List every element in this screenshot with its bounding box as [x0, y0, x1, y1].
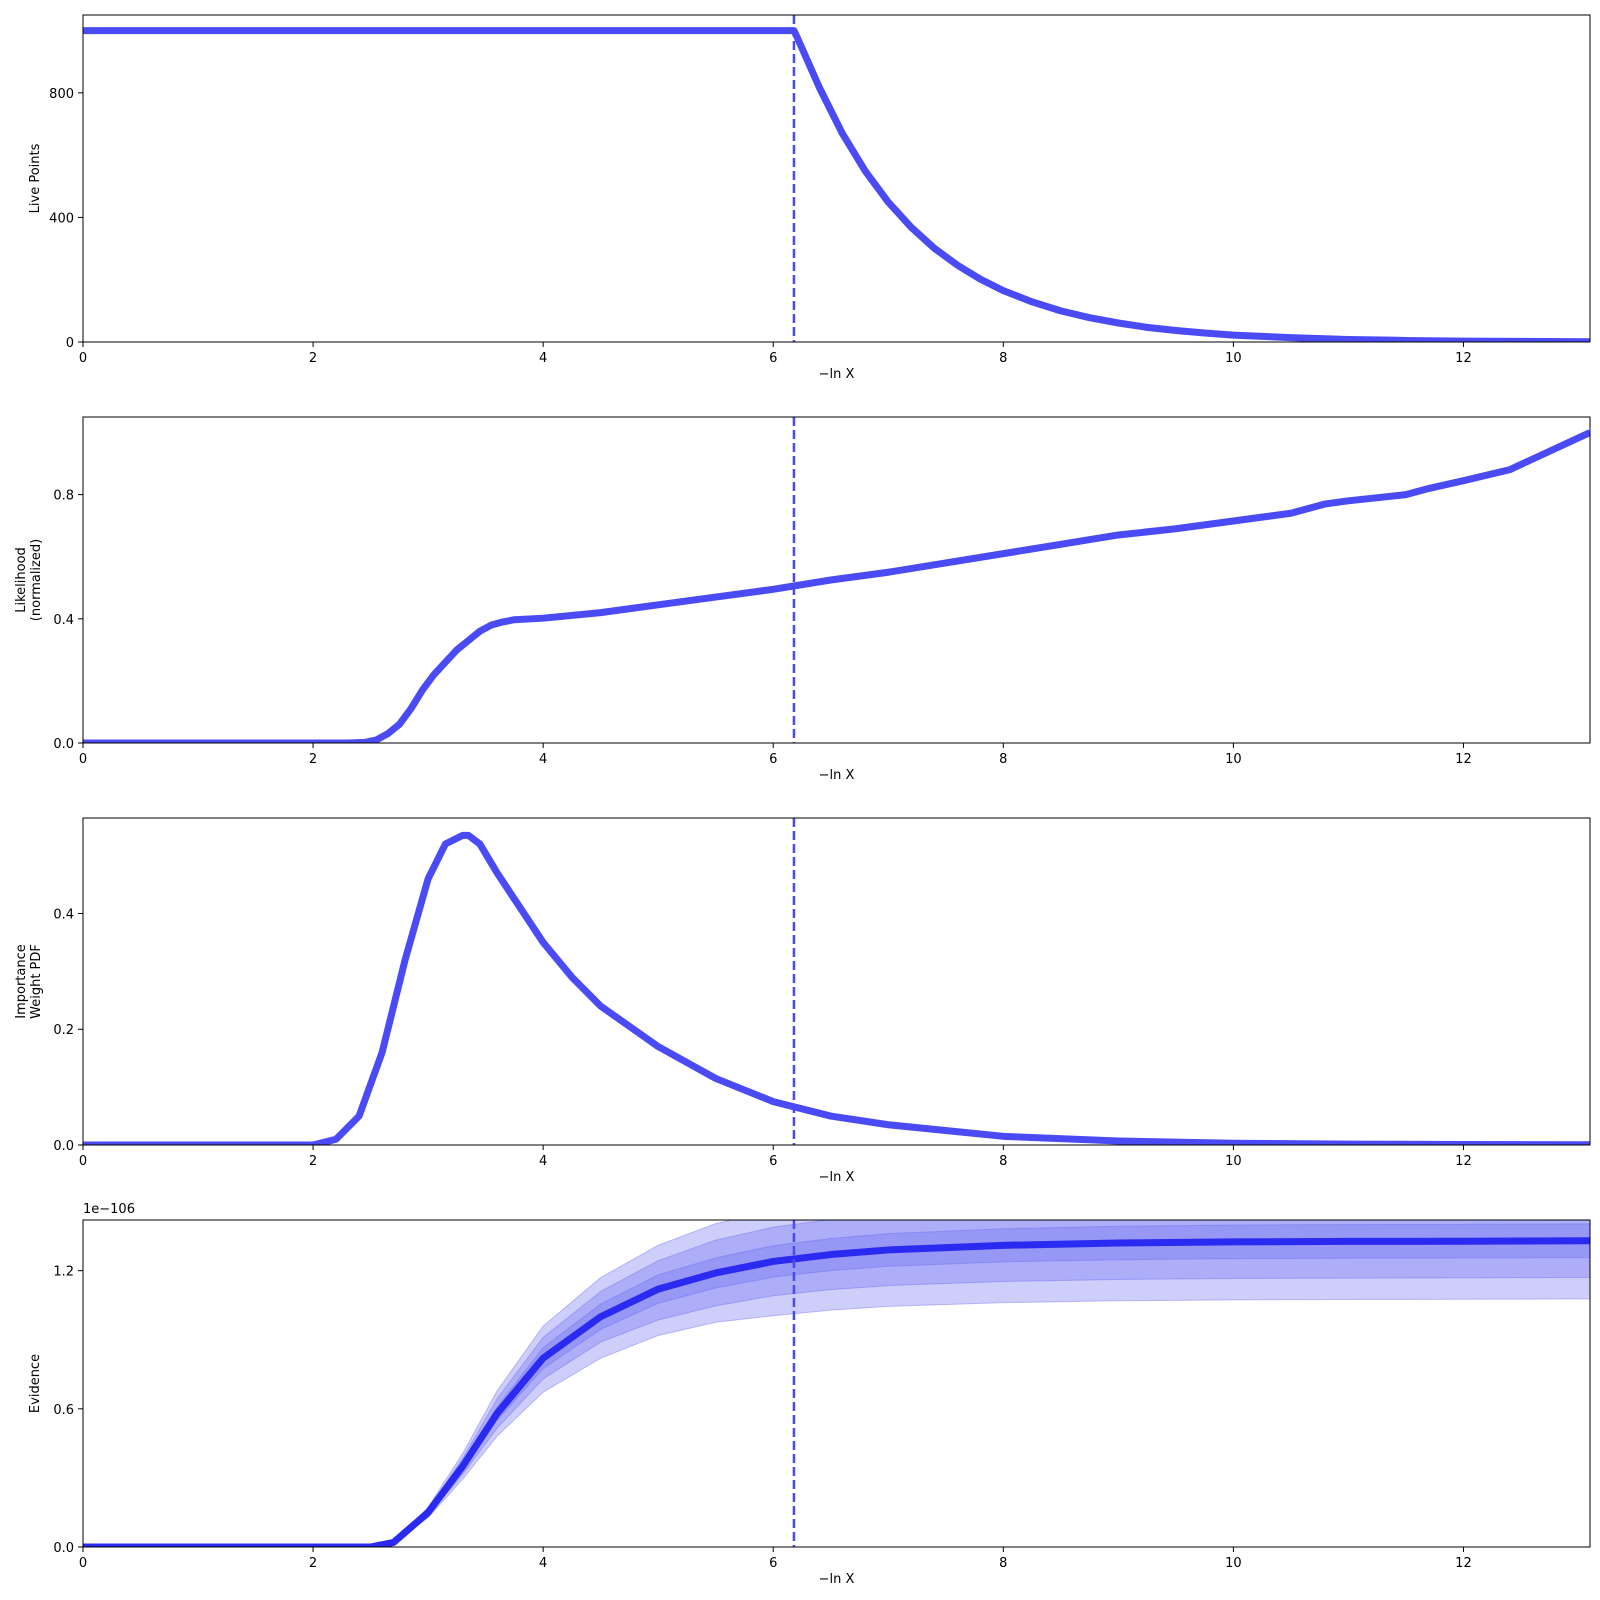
x-tick-label: 6	[769, 351, 777, 366]
x-tick-label: 8	[999, 351, 1007, 366]
x-tick-label: 12	[1455, 1556, 1472, 1571]
axes-frame-evidence	[82, 1219, 1591, 1548]
y-offset-label: 1e−106	[83, 1202, 135, 1217]
x-tick-label: 10	[1225, 1556, 1242, 1571]
y-tick-label: 0.8	[53, 489, 74, 504]
panel-likelihood: 0 2 4 6 8 10 12 0.0 0.4 0.8 −ln X Likelihood(normal…	[14, 416, 1591, 783]
x-tick-label: 10	[1225, 752, 1242, 767]
x-tick-label: 2	[309, 1154, 317, 1169]
x-tick-label: 12	[1455, 1154, 1472, 1169]
x-tick-label: 0	[79, 1154, 87, 1169]
x-tick-label: 0	[79, 752, 87, 767]
y-tick-label: 0.6	[53, 1403, 74, 1418]
series-line-evidence	[83, 1237, 1590, 1547]
plot-area-evidence	[83, 1220, 1590, 1547]
panel-evidence: 0 2 4 6 8 10 12 0.0 0.6 1.2 −ln X Evidence 1e−106	[28, 1202, 1591, 1587]
x-tick-label: 8	[999, 752, 1007, 767]
y-tick-label: 0.4	[53, 613, 74, 628]
y-axis-label: ImportanceWeight PDF	[14, 944, 44, 1019]
x-tick-label: 0	[79, 1556, 87, 1571]
y-axis-label-line: Likelihood	[14, 547, 29, 613]
x-tick-label: 6	[769, 1154, 777, 1169]
x-tick-label: 10	[1225, 351, 1242, 366]
x-tick-label: 8	[999, 1556, 1007, 1571]
series-line-live	[83, 27, 1590, 342]
x-tick-label: 4	[539, 1154, 547, 1169]
axes-frame-likelihood	[82, 416, 1591, 744]
panel-live: 0 2 4 6 8 10 12 0 400 800 −ln X Live Points	[28, 14, 1591, 382]
plot-area-likelihood	[83, 429, 1590, 743]
x-axis-label: −ln X	[819, 1572, 855, 1587]
x-axis-label: −ln X	[819, 367, 855, 382]
x-tick-label: 2	[309, 1556, 317, 1571]
x-axis-label: −ln X	[819, 768, 855, 783]
axes-frame-live	[82, 14, 1591, 343]
series-line-likelihood	[83, 429, 1590, 743]
y-axis-label-line: Evidence	[28, 1354, 43, 1413]
y-axis-label: Likelihood(normalized)	[14, 539, 44, 621]
y-tick-label: 0.0	[53, 1139, 74, 1154]
y-axis-label-line: Weight PDF	[29, 944, 44, 1019]
x-tick-label: 2	[309, 351, 317, 366]
x-tick-label: 4	[539, 351, 547, 366]
x-axis-label: −ln X	[819, 1170, 855, 1185]
x-tick-label: 2	[309, 752, 317, 767]
x-tick-label: 8	[999, 1154, 1007, 1169]
y-tick-label: 0.4	[53, 907, 74, 922]
y-tick-label: 400	[49, 211, 74, 226]
series-line-importance	[83, 831, 1590, 1145]
x-tick-label: 4	[539, 1556, 547, 1571]
x-tick-label: 6	[769, 752, 777, 767]
plot-area-live	[83, 27, 1590, 342]
x-tick-label: 6	[769, 1556, 777, 1571]
y-tick-label: 0.0	[53, 737, 74, 752]
evidence-band-1-sigma	[83, 1223, 1590, 1547]
y-tick-label: 1.2	[53, 1265, 74, 1280]
y-axis-label: Evidence	[28, 1354, 43, 1413]
x-tick-label: 4	[539, 752, 547, 767]
y-axis-label-line: Importance	[14, 944, 29, 1019]
x-tick-label: 0	[79, 351, 87, 366]
y-tick-label: 800	[49, 87, 74, 102]
x-tick-label: 12	[1455, 351, 1472, 366]
panel-importance: 0 2 4 6 8 10 12 0.0 0.2 0.4 −ln X ImportanceWeight …	[14, 817, 1591, 1185]
y-axis-label: Live Points	[28, 143, 43, 213]
y-axis-label-line: Live Points	[28, 143, 43, 213]
x-tick-label: 12	[1455, 752, 1472, 767]
y-tick-label: 0.0	[53, 1541, 74, 1556]
x-tick-label: 10	[1225, 1154, 1242, 1169]
axes-frame-importance	[82, 817, 1591, 1146]
y-tick-label: 0	[66, 336, 74, 351]
plot-area-importance	[83, 831, 1590, 1145]
y-tick-label: 0.2	[53, 1023, 74, 1038]
y-axis-label-line: (normalized)	[29, 539, 44, 621]
